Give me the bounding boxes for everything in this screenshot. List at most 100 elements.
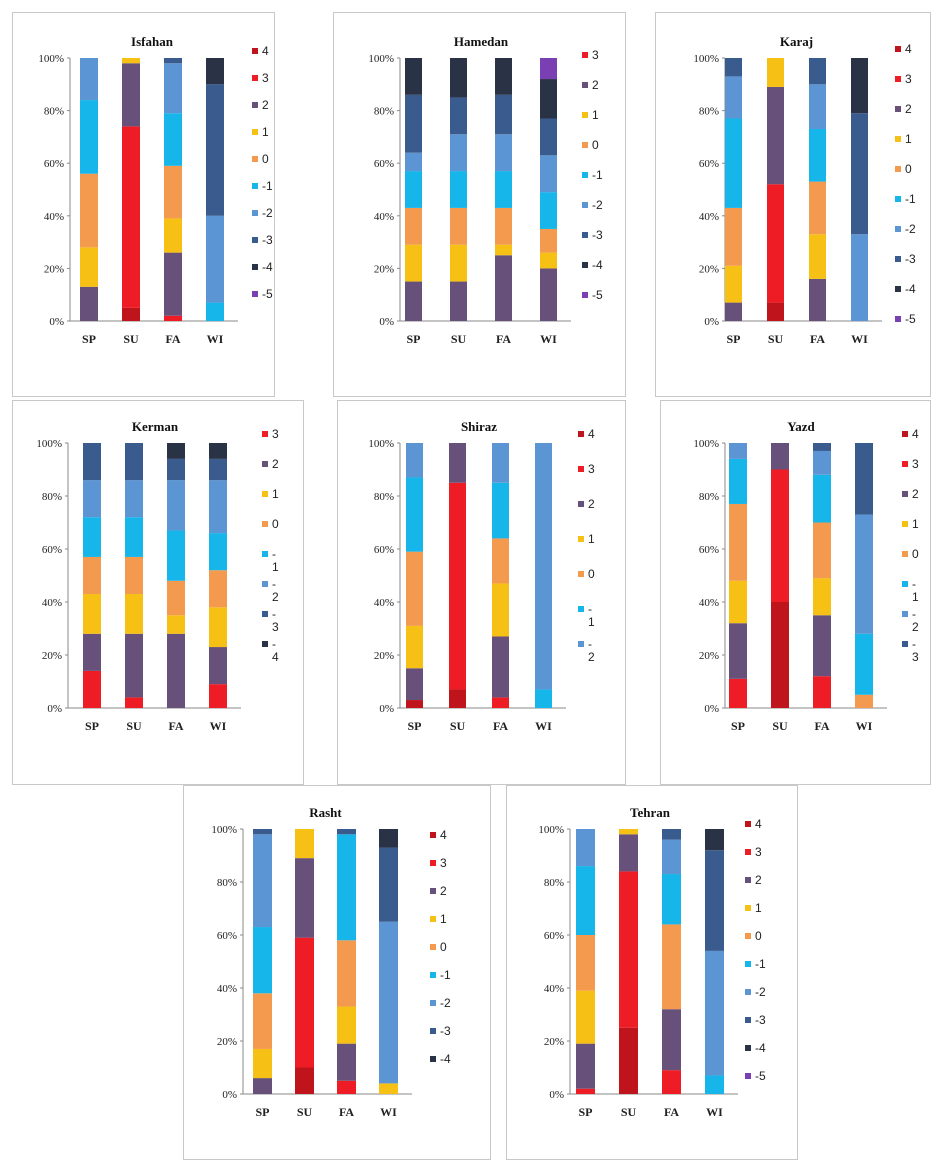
bar-segment-su-2	[122, 63, 140, 127]
legend-swatch	[430, 1028, 436, 1034]
x-tick-label-wi: WI	[210, 719, 227, 733]
bar-segment-wi-m3	[540, 118, 557, 156]
y-tick-label: 100%	[368, 53, 394, 65]
bar-segment-wi-m4	[379, 829, 398, 848]
legend-label: -	[912, 577, 916, 591]
bar-segment-wi-m1	[855, 633, 873, 695]
bar-segment-wi-m4	[209, 443, 227, 459]
bar-segment-su-m3	[125, 443, 143, 481]
legend-label: 1	[588, 615, 595, 629]
bar-segment-su-4	[767, 302, 784, 321]
bar-segment-sp-m1	[83, 517, 101, 557]
legend-swatch	[895, 136, 901, 142]
legend-swatch	[895, 286, 901, 292]
bar-segment-wi-m1	[206, 302, 224, 321]
legend-label: -2	[592, 198, 603, 212]
bar-segment-sp-1	[406, 625, 423, 669]
chart-title: Yazd	[787, 419, 815, 434]
y-tick-label: 0%	[222, 1089, 237, 1101]
legend-swatch	[582, 172, 588, 178]
bar-segment-su-1	[619, 829, 638, 835]
bar-segment-sp-m3	[83, 443, 101, 481]
legend-swatch	[252, 102, 258, 108]
bar-segment-wi-m1	[705, 1075, 724, 1094]
y-tick-label: 40%	[217, 983, 237, 995]
bar-segment-fa-0	[662, 924, 681, 1010]
bar-segment-sp-3	[576, 1088, 595, 1094]
legend-label: 1	[262, 125, 269, 139]
bar-segment-su-0	[125, 556, 143, 595]
legend-label: 3	[440, 856, 447, 870]
x-tick-label-fa: FA	[168, 719, 183, 733]
y-tick-label: 40%	[42, 597, 62, 609]
y-tick-label: 80%	[42, 491, 62, 503]
legend-swatch	[262, 641, 268, 647]
bar-segment-su-2	[619, 834, 638, 872]
chart-title: Tehran	[630, 805, 671, 820]
legend-swatch	[252, 237, 258, 243]
bar-segment-sp-m1	[80, 100, 98, 174]
legend-label: -2	[440, 996, 451, 1010]
y-tick-label: 100%	[693, 53, 719, 65]
bar-segment-wi-m3	[855, 443, 873, 515]
legend-label: 4	[262, 44, 269, 58]
legend-swatch	[745, 1073, 751, 1079]
legend-label: -3	[440, 1024, 451, 1038]
bar-segment-sp-3	[83, 670, 101, 708]
bar-segment-su-2	[767, 86, 784, 185]
legend-label: 0	[272, 517, 279, 531]
bar-segment-su-2	[125, 633, 143, 698]
bar-segment-wi-m2	[209, 480, 227, 534]
legend-swatch	[430, 972, 436, 978]
y-tick-label: 100%	[38, 53, 64, 65]
legend-label: 0	[440, 940, 447, 954]
legend-swatch	[902, 461, 908, 467]
legend-label: 2	[588, 497, 595, 511]
legend-label: -5	[755, 1069, 766, 1083]
chart-panel-shiraz	[337, 400, 626, 785]
legend-swatch	[578, 431, 584, 437]
bar-segment-wi-m2	[851, 234, 868, 321]
legend-label: 4	[440, 828, 447, 842]
bar-segment-su-0	[450, 207, 467, 245]
bar-segment-fa-m3	[495, 94, 512, 135]
bar-segment-su-m1	[450, 171, 467, 208]
y-tick-label: 20%	[42, 650, 62, 662]
bar-segment-fa-m1	[809, 129, 826, 182]
legend-swatch	[895, 76, 901, 82]
chart-title: Rasht	[309, 805, 342, 820]
chart-title: Isfahan	[131, 34, 174, 49]
legend-swatch	[262, 611, 268, 617]
legend-swatch	[902, 491, 908, 497]
bar-segment-sp-m2	[576, 829, 595, 867]
legend-label: 2	[588, 650, 595, 664]
legend-label: -	[272, 607, 276, 621]
bar-segment-sp-2	[405, 281, 422, 321]
bar-segment-sp-m2	[253, 834, 272, 928]
bar-segment-sp-m2	[80, 58, 98, 101]
bar-segment-sp-m1	[576, 866, 595, 935]
bar-segment-wi-0	[540, 228, 557, 253]
bar-segment-su-3	[619, 871, 638, 1028]
x-tick-label-sp: SP	[82, 332, 96, 346]
legend-label: -4	[440, 1052, 451, 1066]
bar-segment-fa-3	[164, 315, 182, 321]
y-tick-label: 80%	[699, 106, 719, 118]
x-tick-label-fa: FA	[814, 719, 829, 733]
bar-segment-su-4	[771, 602, 789, 708]
bar-segment-sp-m2	[405, 152, 422, 172]
y-tick-label: 80%	[374, 106, 394, 118]
legend-swatch	[430, 888, 436, 894]
bar-segment-sp-m1	[729, 458, 747, 504]
bar-segment-wi-3	[209, 684, 227, 708]
bar-segment-fa-0	[813, 522, 831, 579]
legend-label: -	[272, 547, 276, 561]
bar-segment-sp-1	[729, 580, 747, 624]
legend-swatch	[430, 1000, 436, 1006]
bar-segment-fa-m3	[337, 829, 356, 835]
bar-segment-wi-0	[209, 570, 227, 608]
bar-segment-sp-m3	[725, 58, 742, 77]
legend-label: 2	[755, 873, 762, 887]
